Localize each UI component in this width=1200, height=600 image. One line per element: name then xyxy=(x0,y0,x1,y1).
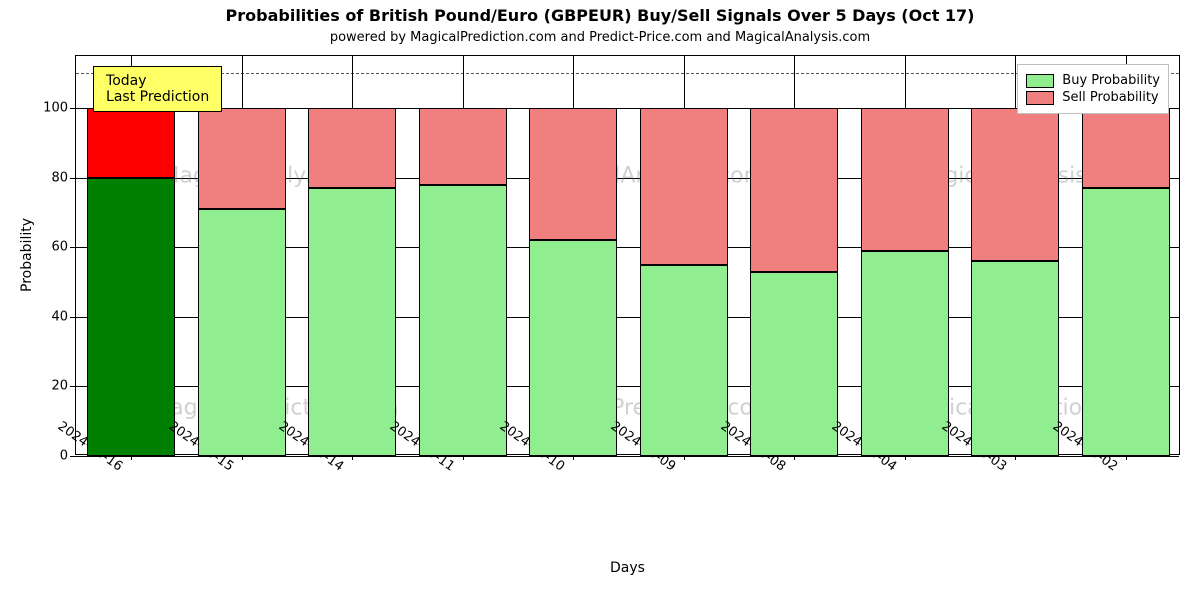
bar-sell xyxy=(419,108,507,185)
legend-item: Sell Probability xyxy=(1026,90,1160,105)
bar-sell xyxy=(87,108,175,178)
chart-container: Probabilities of British Pound/Euro (GBP… xyxy=(0,0,1200,600)
legend-swatch xyxy=(1026,74,1054,88)
chart-subtitle: powered by MagicalPrediction.com and Pre… xyxy=(0,30,1200,45)
bar-buy xyxy=(861,251,949,456)
today-callout: Today Last Prediction xyxy=(93,66,222,112)
bar-buy xyxy=(750,272,838,456)
y-tick-label: 60 xyxy=(51,240,76,255)
bar-buy xyxy=(198,209,286,456)
y-tick-label: 80 xyxy=(51,170,76,185)
bar-buy xyxy=(529,240,617,456)
bar-sell xyxy=(529,108,617,240)
legend-item: Buy Probability xyxy=(1026,73,1160,88)
bar-sell xyxy=(861,108,949,251)
y-tick-label: 0 xyxy=(60,449,76,464)
y-tick-label: 100 xyxy=(43,101,76,116)
bar-sell xyxy=(971,108,1059,261)
chart-title: Probabilities of British Pound/Euro (GBP… xyxy=(0,6,1200,25)
legend-label: Sell Probability xyxy=(1062,90,1158,105)
bar-buy xyxy=(640,265,728,456)
bar-sell xyxy=(308,108,396,188)
x-axis-label: Days xyxy=(610,560,645,576)
bar-sell xyxy=(198,108,286,209)
y-axis-label: Probability xyxy=(19,218,35,292)
y-tick-label: 20 xyxy=(51,379,76,394)
bar-buy xyxy=(87,178,175,456)
bar-buy xyxy=(419,185,507,456)
legend-swatch xyxy=(1026,91,1054,105)
legend: Buy Probability Sell Probability xyxy=(1017,64,1169,114)
bar-buy xyxy=(971,261,1059,456)
y-tick-label: 40 xyxy=(51,309,76,324)
bar-buy xyxy=(308,188,396,456)
bar-sell xyxy=(640,108,728,265)
plot-area: 020406080100MagicalAnalysis.comMagicalAn… xyxy=(75,55,1180,455)
legend-label: Buy Probability xyxy=(1062,73,1160,88)
bar-buy xyxy=(1082,188,1170,456)
bar-sell xyxy=(750,108,838,271)
bar-sell xyxy=(1082,108,1170,188)
